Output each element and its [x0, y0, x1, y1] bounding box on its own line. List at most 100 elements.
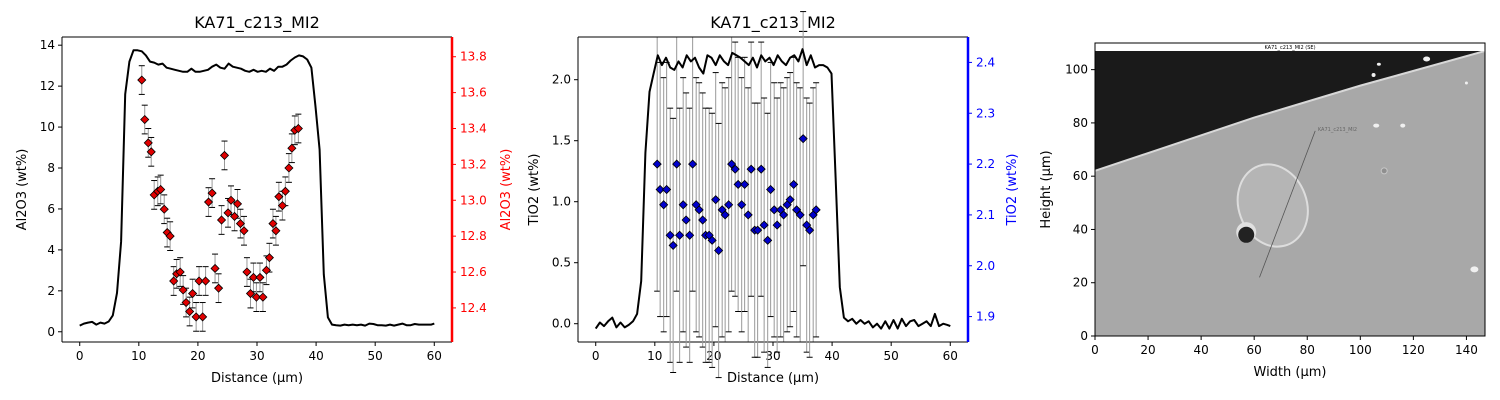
data-point	[779, 210, 789, 220]
small-pit	[1380, 167, 1388, 175]
data-point	[714, 245, 724, 256]
y2-axis-label: Al2O3 (wt%)	[499, 149, 514, 231]
data-point	[156, 184, 166, 195]
data-point	[659, 200, 669, 210]
data-point	[226, 195, 236, 205]
data-point	[169, 276, 179, 286]
data-point	[140, 114, 150, 125]
y-tick-label: 0.0	[552, 317, 571, 331]
data-point	[277, 201, 287, 211]
data-point	[811, 205, 821, 215]
y2-tick-label: 13.4	[460, 122, 487, 136]
data-point	[248, 272, 259, 282]
x-tick-label: 0	[592, 349, 600, 363]
x-tick-label: 30	[249, 349, 264, 363]
data-point	[239, 226, 249, 236]
sem-image: KA71_c213_MI2 (SE) KA71_c213_MI2	[1095, 43, 1485, 336]
x-tick-label: 10	[647, 349, 662, 363]
data-point	[165, 231, 175, 241]
data-point	[763, 235, 773, 245]
data-point	[740, 179, 750, 189]
data-point	[753, 225, 763, 235]
data-point	[795, 210, 805, 220]
x-tick-label: 100	[1349, 343, 1372, 357]
y-tick-label: 0.5	[552, 256, 571, 270]
profile-line	[79, 49, 435, 327]
data-point	[181, 297, 191, 308]
data-point	[137, 75, 147, 85]
data-point	[214, 283, 224, 293]
data-point	[271, 226, 281, 236]
data-point	[159, 204, 169, 214]
x-tick-label: 140	[1455, 343, 1478, 357]
al2o3-profile-panel: KA71_c213_MI2 Distance (µm) Al2O3 (wt%) Al2…	[15, 13, 514, 386]
data-point	[175, 267, 185, 277]
y-tick-label: 14	[40, 38, 55, 52]
caption-strip	[1095, 43, 1485, 51]
data-point	[769, 205, 779, 215]
data-point	[675, 230, 685, 240]
data-point	[711, 195, 721, 205]
data-point	[698, 215, 708, 225]
data-point	[805, 225, 815, 235]
data-point	[255, 272, 265, 282]
y2-tick-label: 2.2	[976, 157, 995, 171]
bubble	[1238, 226, 1255, 243]
bright-speck	[1423, 56, 1431, 62]
data-point	[245, 288, 256, 299]
y-axis-label: Height (µm)	[1039, 150, 1054, 228]
data-point	[746, 164, 756, 174]
y-tick-label: 2.0	[552, 73, 571, 87]
bright-speck	[1400, 123, 1406, 128]
data-point	[178, 285, 188, 295]
data-point	[219, 150, 230, 160]
data-point	[652, 159, 662, 169]
melt-inclusion	[1236, 163, 1309, 248]
data-point	[203, 197, 214, 207]
chart-title: KA71_c213_MI2	[194, 13, 320, 33]
data-point	[207, 188, 217, 198]
data-point	[251, 292, 261, 302]
data-point	[268, 219, 278, 229]
data-point	[688, 159, 698, 169]
y2-tick-label: 2.3	[976, 106, 995, 120]
y2-tick-label: 1.9	[976, 310, 995, 324]
data-point	[665, 230, 675, 240]
data-point	[727, 159, 737, 169]
sem-image-panel: KA71_c213_MI2 (SE) KA71_c213_MI2 0 20 40 60 80…	[1039, 42, 1486, 380]
data-point	[185, 306, 195, 317]
data-point	[766, 184, 776, 195]
data-point	[756, 164, 766, 174]
y-tick-label: 20	[1073, 276, 1088, 290]
x-axis-label: Distance (µm)	[727, 371, 819, 386]
data-point	[730, 164, 740, 174]
data-point	[772, 220, 782, 230]
y-tick-label: 40	[1073, 222, 1088, 236]
y2-tick-label: 12.4	[460, 301, 487, 315]
data-point	[146, 147, 156, 157]
data-point	[694, 205, 704, 215]
x-tick-label: 80	[1300, 343, 1315, 357]
chart-title: KA71_c213_MI2	[710, 13, 836, 33]
y-tick-label: 100	[1065, 63, 1088, 77]
data-point	[280, 186, 290, 196]
y2-tick-label: 12.8	[460, 229, 487, 243]
y2-axis-label: TiO2 (wt%)	[1005, 153, 1020, 226]
data-point	[662, 184, 672, 195]
data-point	[743, 210, 753, 220]
data-point	[242, 267, 252, 277]
y-tick-label: 2	[47, 284, 55, 298]
data-point	[789, 179, 799, 189]
x-tick-label: 20	[190, 349, 205, 363]
x-axis-label: Width (µm)	[1254, 365, 1327, 380]
y-tick-label: 80	[1073, 116, 1088, 130]
y-tick-label: 1.0	[552, 195, 571, 209]
data-point	[216, 215, 227, 225]
x-tick-label: 40	[1193, 343, 1208, 357]
image-frame	[1094, 42, 1486, 337]
data-point	[720, 210, 730, 220]
y-tick-label: 0	[1080, 329, 1088, 343]
data-point	[785, 195, 795, 205]
data-point	[210, 263, 220, 274]
tio2-profile-panel: KA71_c213_MI2 Distance (µm) TiO2 (wt%) TiO2…	[527, 11, 1020, 386]
